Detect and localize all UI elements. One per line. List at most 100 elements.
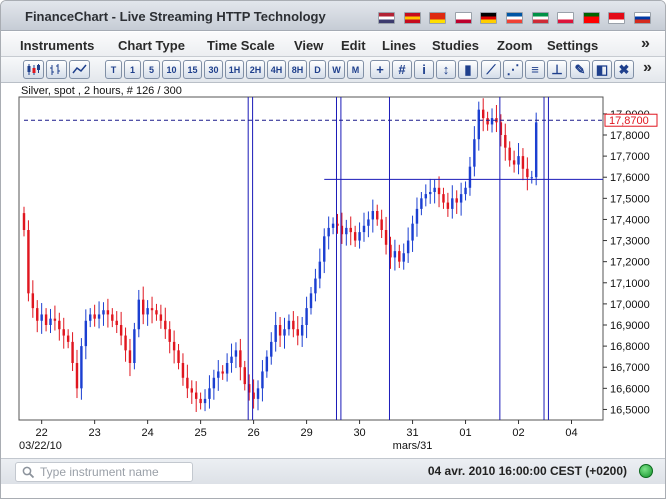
timescale-8h-button[interactable]: 8H bbox=[288, 60, 307, 79]
timescale-m-button-label: M bbox=[351, 64, 360, 75]
timescale-10-button[interactable]: 10 bbox=[162, 60, 181, 79]
menu-zoom[interactable]: Zoom bbox=[497, 38, 533, 53]
candle-body bbox=[420, 198, 423, 209]
y-tick-label: 16,7000 bbox=[610, 362, 650, 374]
candlestick-chart-button[interactable] bbox=[23, 60, 44, 79]
candle-body bbox=[133, 329, 136, 363]
candle-body bbox=[36, 308, 39, 321]
timescale-2h-button-label: 2H bbox=[249, 64, 262, 75]
volume-button[interactable]: ▮ bbox=[458, 60, 478, 79]
timescale-10-button-label: 10 bbox=[166, 64, 177, 75]
timescale-30-button-label: 30 bbox=[208, 64, 219, 75]
menu-time-scale[interactable]: Time Scale bbox=[207, 38, 275, 53]
menu-bar: Instruments Chart Type Time Scale View E… bbox=[1, 32, 665, 57]
candle-body bbox=[300, 325, 304, 336]
candle-body bbox=[376, 211, 379, 220]
candle-body bbox=[203, 398, 207, 404]
bar-chart-button[interactable] bbox=[46, 60, 67, 79]
search-input[interactable] bbox=[40, 464, 190, 480]
chart-panel[interactable]: 16,5000 16,6000 16,7000 16,8000 16,9000 17,00… bbox=[1, 83, 665, 458]
candle-body bbox=[490, 118, 494, 125]
candle-body bbox=[402, 253, 405, 262]
level-line-button[interactable]: ⊥ bbox=[547, 60, 567, 79]
candle-body bbox=[424, 194, 428, 199]
timescale-w-button[interactable]: W bbox=[328, 60, 345, 79]
line-chart-button[interactable] bbox=[69, 60, 90, 79]
instrument-search[interactable] bbox=[15, 462, 193, 482]
candle-body bbox=[155, 310, 158, 315]
menu-settings[interactable]: Settings bbox=[547, 38, 599, 53]
fr-flag-icon[interactable] bbox=[506, 12, 523, 24]
pin-button[interactable]: ✖ bbox=[614, 60, 634, 79]
toolbar-overflow-button[interactable]: » bbox=[643, 59, 652, 76]
menu-edit[interactable]: Edit bbox=[341, 38, 366, 53]
y-tick-label: 17,5000 bbox=[610, 193, 650, 205]
crosshair-button[interactable]: + bbox=[370, 60, 390, 79]
candle-body bbox=[80, 346, 83, 389]
x-date-start-label: 03/22/10 bbox=[19, 440, 62, 452]
info-button[interactable]: i bbox=[414, 60, 434, 79]
y-tick-label: 17,4000 bbox=[610, 214, 650, 226]
trendline-button[interactable]: ⟋ bbox=[481, 60, 501, 79]
draw-line-button[interactable]: ✎ bbox=[570, 60, 590, 79]
candle-body bbox=[526, 168, 529, 178]
timescale-30-button[interactable]: 30 bbox=[204, 60, 223, 79]
pt-flag-icon[interactable] bbox=[582, 12, 600, 24]
channel-button[interactable]: ⋰ bbox=[503, 60, 523, 79]
it-flag-icon[interactable] bbox=[531, 12, 549, 24]
cn-flag-icon[interactable] bbox=[429, 12, 447, 24]
timescale-5-button[interactable]: 5 bbox=[143, 60, 160, 79]
menu-chart-type[interactable]: Chart Type bbox=[118, 38, 185, 53]
us-flag-icon[interactable] bbox=[378, 12, 395, 24]
candle-body bbox=[336, 223, 339, 226]
window-title: FinanceChart - Live Streaming HTTP Techn… bbox=[25, 9, 326, 24]
last-update-timestamp: 04 avr. 2010 16:00:00 CEST (+0200) bbox=[427, 464, 627, 478]
x-month-label: mars/31 bbox=[393, 440, 433, 452]
y-tick-label: 16,6000 bbox=[610, 383, 650, 395]
x-tick-label: 23 bbox=[89, 427, 101, 439]
candle-body bbox=[283, 329, 286, 336]
grid-icon: # bbox=[398, 62, 406, 77]
y-tick-label: 16,9000 bbox=[610, 320, 650, 332]
jp-flag-icon[interactable] bbox=[454, 12, 472, 24]
eraser-button[interactable]: ◧ bbox=[592, 60, 612, 79]
candle-body bbox=[137, 299, 141, 330]
candle-body bbox=[84, 320, 88, 347]
timescale-1-button[interactable]: 1 bbox=[124, 60, 141, 79]
timescale-2h-button[interactable]: 2H bbox=[246, 60, 265, 79]
candle-body bbox=[534, 122, 538, 178]
menu-studies[interactable]: Studies bbox=[432, 38, 479, 53]
fibonacci-button[interactable]: ≡ bbox=[525, 60, 545, 79]
candle-body bbox=[309, 293, 313, 309]
timescale-t-button[interactable]: T bbox=[105, 60, 122, 79]
candle-body bbox=[367, 219, 370, 226]
ru-flag-icon[interactable] bbox=[634, 12, 651, 24]
candle-body bbox=[473, 139, 476, 167]
x-tick-label: 22 bbox=[36, 427, 48, 439]
timescale-1h-button[interactable]: 1H bbox=[225, 60, 244, 79]
menu-lines[interactable]: Lines bbox=[382, 38, 416, 53]
candle-body bbox=[411, 223, 414, 241]
menu-overflow-button[interactable]: » bbox=[641, 35, 650, 52]
timescale-4h-button[interactable]: 4H bbox=[267, 60, 286, 79]
candle-body bbox=[89, 314, 92, 321]
es-flag-icon[interactable] bbox=[403, 12, 421, 24]
candle-body bbox=[486, 118, 489, 125]
menu-instruments[interactable]: Instruments bbox=[20, 38, 95, 53]
candle-body bbox=[128, 350, 132, 363]
timescale-m-button[interactable]: M bbox=[347, 60, 364, 79]
de-flag-icon[interactable] bbox=[480, 12, 498, 24]
pl-flag-icon[interactable] bbox=[557, 12, 575, 24]
timescale-15-button[interactable]: 15 bbox=[183, 60, 202, 79]
bottom-strip bbox=[1, 484, 665, 498]
candle-body bbox=[323, 236, 326, 262]
tr-flag-icon[interactable] bbox=[608, 12, 626, 24]
grid-button[interactable]: # bbox=[392, 60, 412, 79]
timescale-d-button[interactable]: D bbox=[309, 60, 326, 79]
indicator-button[interactable]: ↕ bbox=[436, 60, 456, 79]
price-chart[interactable]: 16,5000 16,6000 16,7000 16,8000 16,9000 17,00… bbox=[1, 83, 666, 458]
menu-view[interactable]: View bbox=[294, 38, 324, 53]
y-tick-label: 17,6000 bbox=[610, 172, 650, 184]
x-tick-label: 24 bbox=[142, 427, 154, 439]
